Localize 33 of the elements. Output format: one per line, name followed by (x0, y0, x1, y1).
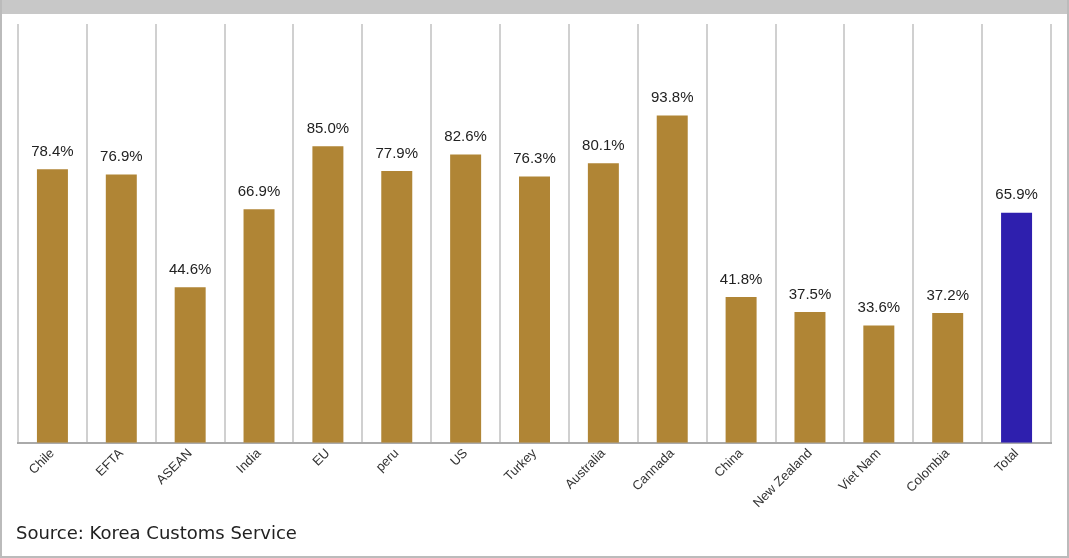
data-label: 76.3% (513, 149, 556, 167)
data-label: 65.9% (995, 185, 1038, 203)
data-label: 37.5% (788, 284, 832, 302)
data-label: 44.6% (168, 259, 212, 277)
bar (1001, 212, 1033, 443)
bar (794, 311, 826, 443)
bar (105, 174, 137, 443)
bar (381, 170, 413, 443)
data-label: 80.1% (582, 135, 625, 153)
bar (863, 325, 895, 443)
data-label: 41.8% (719, 269, 763, 287)
bar (450, 154, 482, 443)
data-label: 85.0% (306, 118, 350, 136)
data-label: 77.9% (375, 143, 419, 161)
bar (656, 115, 688, 443)
bar (174, 287, 206, 443)
data-label: 76.9% (100, 147, 143, 165)
bar (725, 296, 757, 443)
data-label: 93.8% (650, 88, 694, 106)
data-label: 33.6% (857, 298, 901, 316)
bar (36, 169, 68, 443)
data-label: 37.2% (926, 285, 969, 303)
x-tick-label: EU (309, 445, 333, 469)
data-label: 66.9% (237, 181, 281, 199)
bar (932, 312, 964, 443)
bar (312, 146, 344, 443)
bar (587, 163, 619, 443)
data-label: 82.6% (444, 127, 487, 145)
bar (519, 176, 550, 443)
data-label: 78.4% (31, 141, 74, 159)
source-note: Source: Korea Customs Service (16, 522, 298, 543)
x-tick-label: US (446, 445, 471, 469)
bar (243, 209, 275, 443)
